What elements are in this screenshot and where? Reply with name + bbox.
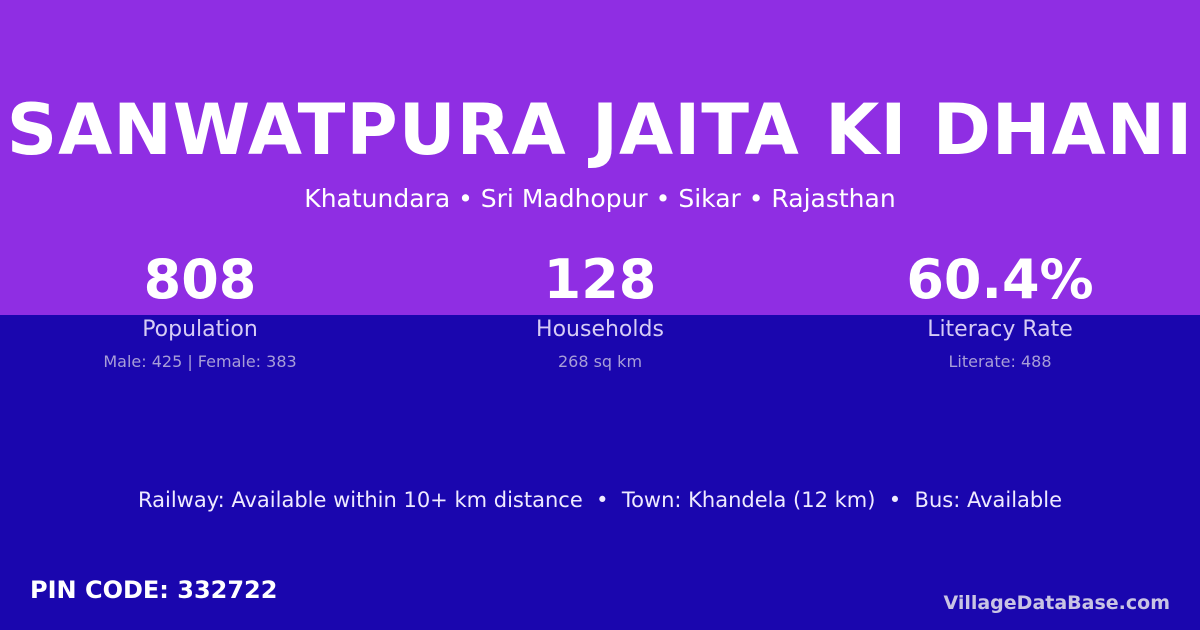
stat-value: 60.4% bbox=[906, 248, 1094, 311]
stat-note: Male: 425 | Female: 383 bbox=[103, 352, 297, 371]
pin-code: PIN CODE: 332722 bbox=[30, 576, 278, 604]
stat-note: 268 sq km bbox=[557, 352, 643, 371]
stat: 60.4% Literacy Rate Literate: 488 bbox=[800, 248, 1200, 374]
subtitle: Khatundara • Sri Madhopur • Sikar • Raja… bbox=[304, 184, 896, 213]
stat: 128 Households 268 sq km bbox=[400, 248, 800, 374]
stat-value: 808 bbox=[143, 248, 257, 311]
stat-value: 128 bbox=[543, 248, 657, 311]
site-name: VillageDataBase.com bbox=[943, 592, 1170, 614]
connectivity: Railway: Available within 10+ km distanc… bbox=[138, 488, 1062, 512]
stat-label: Literacy Rate bbox=[927, 317, 1073, 342]
stat-label: Households bbox=[536, 317, 664, 342]
stat-label: Population bbox=[142, 317, 258, 342]
header-band bbox=[0, 0, 1200, 315]
stat-note: Literate: 488 bbox=[948, 352, 1052, 371]
stat: 808 Population Male: 425 | Female: 383 bbox=[0, 248, 400, 374]
title: SANWATPURA JAITA KI DHANI bbox=[6, 89, 1194, 171]
